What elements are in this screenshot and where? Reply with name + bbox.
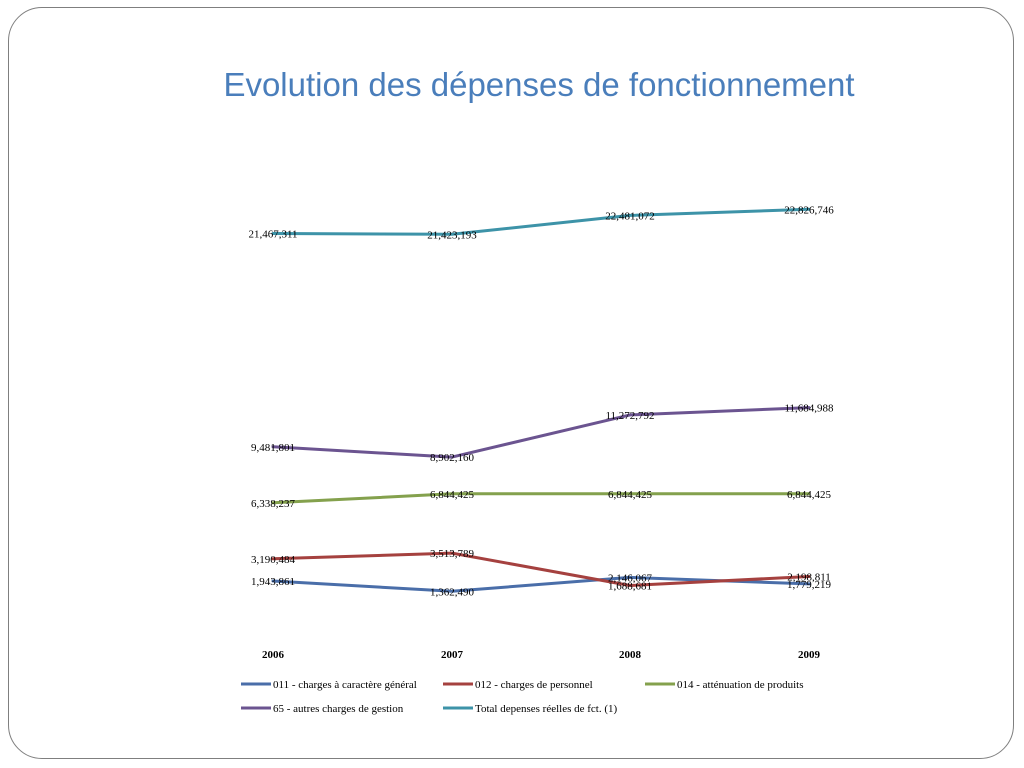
data-label: 11,684,988 [784, 403, 834, 415]
slide-frame [8, 7, 1014, 759]
data-label: 3,190,484 [251, 554, 296, 566]
data-label: 2,146,067 [608, 572, 653, 584]
data-label: 6,844,425 [608, 489, 653, 501]
data-label: 3,513,789 [430, 548, 475, 560]
legend-label: Total depenses réelles de fct. (1) [475, 703, 618, 715]
data-label: 21,467,311 [248, 229, 297, 241]
series-line-012-charges-de-personnel [271, 551, 811, 587]
data-label: 1,943,861 [251, 576, 295, 588]
legend-label: 65 - autres charges de gestion [273, 703, 404, 715]
series-line-total-depenses-reelles-de-fct-1 [271, 207, 811, 236]
legend-label: 014 - atténuation de produits [677, 679, 803, 691]
data-label: 1,362,490 [430, 586, 475, 598]
data-label: 8,902,160 [430, 452, 475, 464]
data-label: 22,481,072 [605, 210, 655, 222]
data-label: 21,423,193 [427, 229, 477, 241]
data-label: 6,338,237 [251, 498, 296, 510]
x-tick-label: 2009 [798, 649, 821, 661]
series-lines [271, 207, 811, 593]
legend-label: 012 - charges de personnel [475, 679, 593, 691]
data-label: 6,844,425 [787, 489, 832, 501]
legend-item: 011 - charges à caractère général [241, 679, 417, 691]
data-label: 9,481,801 [251, 442, 295, 454]
legend-item: 65 - autres charges de gestion [241, 703, 404, 715]
data-label: 11,272,792 [605, 410, 654, 422]
legend-item: Total depenses réelles de fct. (1) [443, 703, 618, 715]
data-label: 1,688,681 [608, 581, 652, 593]
legend-item: 014 - atténuation de produits [645, 679, 803, 691]
category-axis-labels: 2006 2007 2008 2009 [262, 649, 821, 661]
legend-item: 012 - charges de personnel [443, 679, 593, 691]
data-label: 2,198,811 [787, 572, 831, 584]
data-label: 6,844,425 [430, 489, 475, 501]
x-tick-label: 2006 [262, 649, 285, 661]
data-labels: 1,943,861 1,362,490 2,146,067 1,779,219 3,19… [248, 204, 834, 598]
legend-label: 011 - charges à caractère général [273, 679, 417, 691]
x-tick-label: 2007 [441, 649, 464, 661]
series-line-65-autres-charges-de-gestion [271, 406, 811, 459]
data-label: 1,779,219 [787, 579, 832, 591]
slide-title: Evolution des dépenses de fonctionnement [223, 66, 855, 103]
series-line-014-attenuation-de-produits [271, 492, 811, 505]
legend: 011 - charges à caractère général 012 - c… [241, 679, 803, 715]
data-label: 22,826,746 [784, 204, 834, 216]
x-tick-label: 2008 [619, 649, 642, 661]
